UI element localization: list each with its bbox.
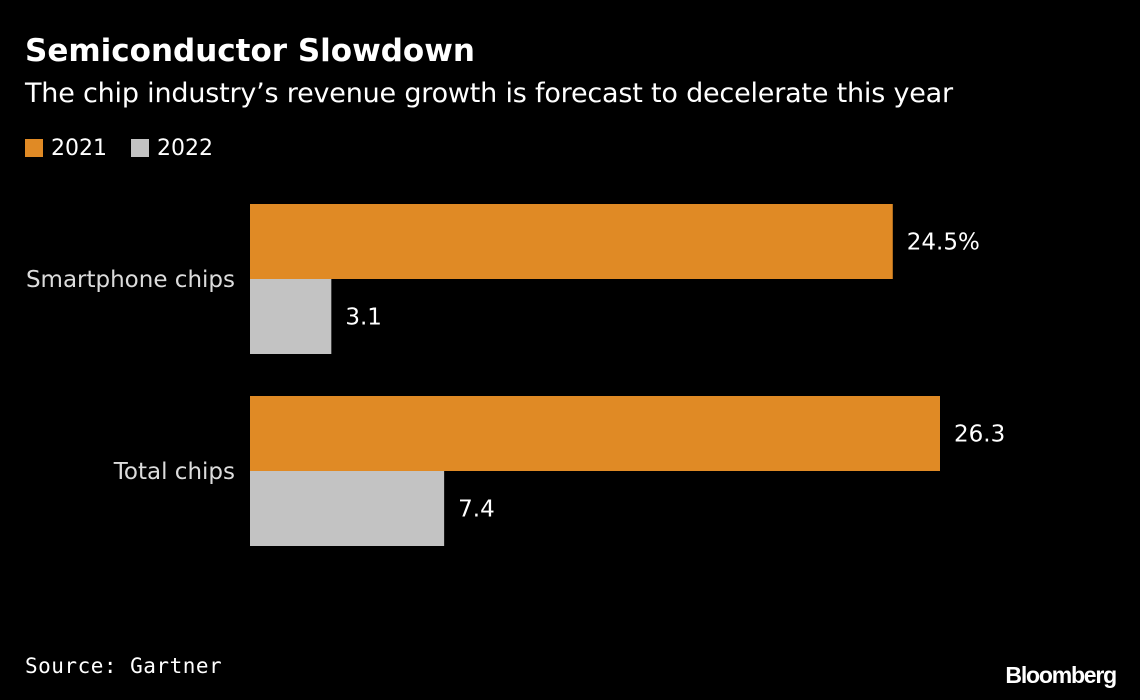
legend: 2021 2022 bbox=[25, 134, 237, 162]
data-label-smartphone-chips-2022: 3.1 bbox=[345, 305, 382, 331]
legend-label-2021: 2021 bbox=[51, 135, 107, 161]
legend-label-2022: 2022 bbox=[157, 135, 213, 161]
bar-smartphone-chips-2022 bbox=[250, 279, 332, 354]
chart-subtitle: The chip industry’s revenue growth is fo… bbox=[25, 78, 953, 109]
bar-smartphone-chips-2021 bbox=[250, 204, 893, 279]
data-label-smartphone-chips-2021: 24.5% bbox=[907, 230, 980, 256]
legend-swatch-2022 bbox=[131, 139, 149, 157]
legend-swatch-2021 bbox=[25, 139, 43, 157]
bar-total-chips-2021 bbox=[250, 396, 940, 471]
bloomberg-logo: Bloomberg bbox=[1005, 662, 1117, 688]
category-label-total-chips: Total chips bbox=[113, 459, 235, 485]
source-note: Source: Gartner bbox=[25, 654, 223, 678]
data-label-total-chips-2022: 7.4 bbox=[458, 497, 495, 523]
legend-item-2022: 2022 bbox=[131, 136, 213, 161]
chart-title: Semiconductor Slowdown bbox=[25, 33, 475, 69]
data-label-total-chips-2021: 26.3 bbox=[954, 422, 1005, 448]
bar-total-chips-2022 bbox=[250, 471, 445, 546]
category-label-smartphone-chips: Smartphone chips bbox=[26, 267, 235, 293]
legend-item-2021: 2021 bbox=[25, 136, 107, 161]
